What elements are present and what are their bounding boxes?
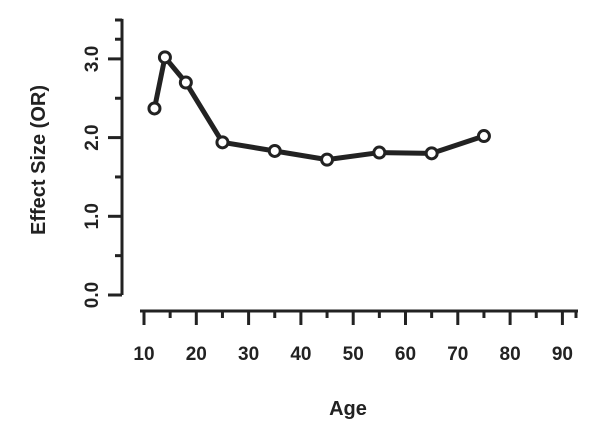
data-point	[147, 101, 162, 116]
y-tick-label: 1.0	[82, 203, 103, 229]
data-point	[215, 135, 230, 150]
data-point	[320, 152, 335, 167]
x-tick-label: 90	[552, 344, 573, 365]
y-axis-title: Effect Size (OR)	[28, 85, 50, 235]
series-line	[151, 54, 487, 163]
y-axis: 0.0 1.0 2.0 3.0	[82, 18, 124, 308]
data-point	[157, 50, 172, 65]
x-tick-label: 60	[395, 344, 416, 365]
x-axis: 10 20 30 40 50 60 70 80 90	[133, 309, 578, 365]
x-tick-label: 20	[186, 344, 207, 365]
data-point	[372, 145, 387, 160]
data-point	[267, 143, 282, 158]
data-point	[178, 75, 193, 90]
y-tick-label: 3.0	[82, 46, 103, 72]
x-tick-label: 30	[238, 344, 259, 365]
x-tick-label: 50	[343, 344, 364, 365]
x-tick-label: 70	[447, 344, 468, 365]
x-axis-title: Age	[329, 398, 367, 420]
data-point	[424, 146, 439, 161]
x-tick-label: 10	[133, 344, 154, 365]
series-layer	[147, 50, 491, 167]
data-point	[476, 129, 491, 144]
x-tick-label: 80	[500, 344, 521, 365]
x-tick-label: 40	[290, 344, 311, 365]
y-tick-label: 2.0	[82, 124, 103, 150]
y-tick-label: 0.0	[82, 282, 103, 308]
